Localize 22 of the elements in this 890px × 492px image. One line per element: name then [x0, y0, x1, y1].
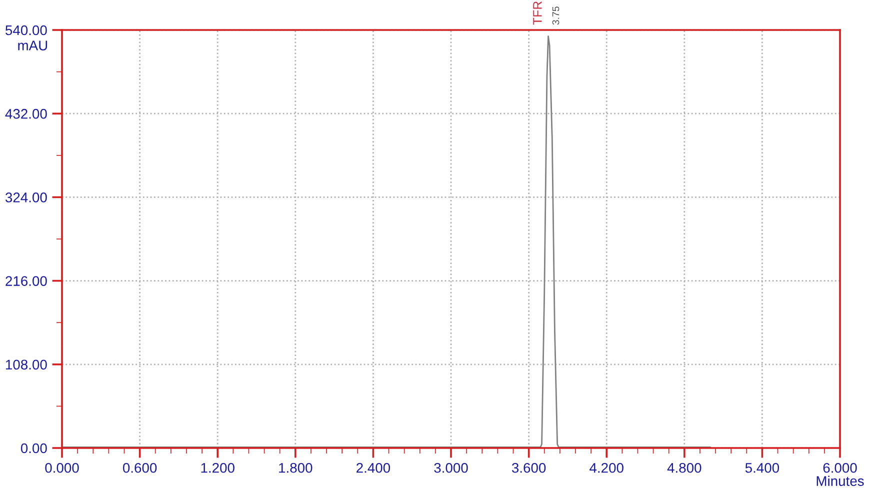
x-tick-label: 3.600	[512, 462, 546, 473]
annotation: TFR	[533, 1, 542, 25]
y-tick-label: 0.00	[20, 443, 47, 454]
x-tick-label: 5.400	[745, 462, 780, 473]
x-tick-label: 1.800	[279, 462, 312, 473]
x-tick-label: 4.800	[667, 462, 702, 473]
line-series	[62, 36, 712, 448]
y-tick-label: 216.00	[6, 276, 47, 286]
x-tick-label: 0.600	[122, 462, 157, 473]
x-tick-label: 4.200	[590, 462, 624, 473]
y-axis-title: mAU	[18, 40, 48, 50]
x-tick-label: 3.000	[434, 462, 468, 473]
x-tick-label: 2.400	[356, 462, 390, 473]
y-tick-label: 432.00	[5, 108, 47, 119]
x-tick-label: 6.000	[823, 462, 857, 473]
x-tick-label: 0.000	[45, 462, 79, 473]
x-axis-title: Minutes	[816, 476, 864, 486]
y-tick-label: 540.00	[5, 25, 47, 36]
y-tick-label: 324.00	[5, 192, 47, 202]
y-tick-label: 108.00	[6, 360, 47, 370]
annotation: 3.75	[552, 6, 560, 25]
x-tick-label: 1.200	[201, 462, 234, 473]
